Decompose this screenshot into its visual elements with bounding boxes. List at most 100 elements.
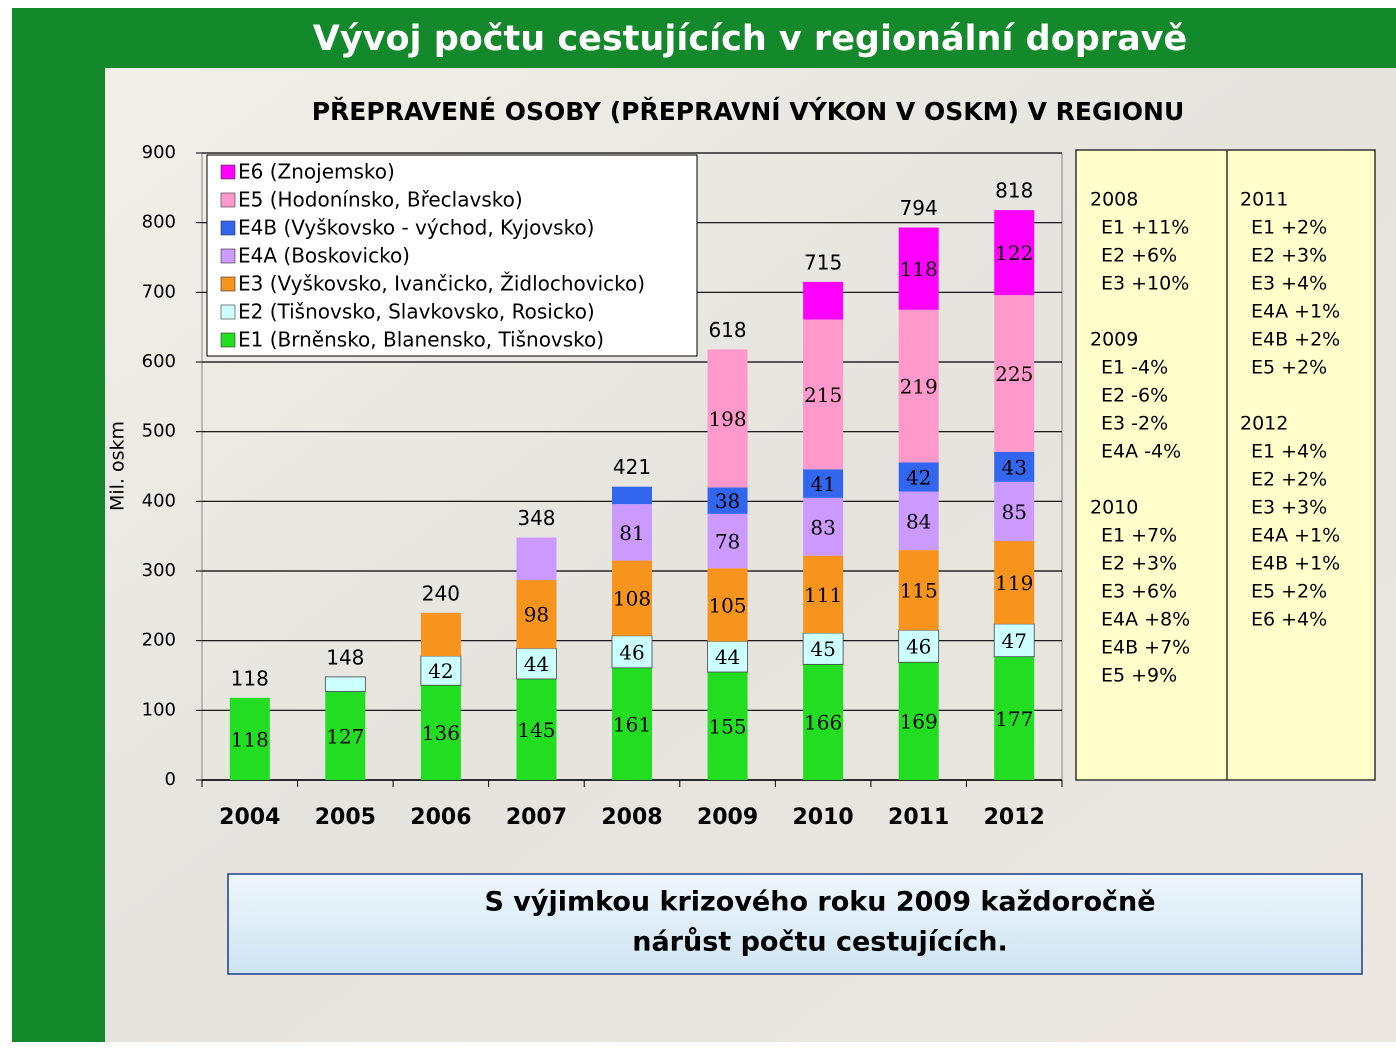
y-axis-label: Mil. oskm: [107, 421, 129, 511]
note-year: 2010: [1090, 497, 1138, 519]
legend-swatch: [221, 333, 235, 347]
x-tick-label: 2004: [219, 805, 280, 830]
total-label: 818: [995, 179, 1033, 203]
note-item: E1 +11%: [1101, 217, 1189, 239]
y-tick-label: 500: [142, 421, 176, 442]
note-item: E2 -6%: [1101, 385, 1168, 407]
note-item: E3 +4%: [1251, 273, 1327, 295]
x-tick-label: 2012: [984, 805, 1045, 830]
note-item: E4B +7%: [1101, 637, 1190, 659]
note-year: 2008: [1090, 189, 1138, 211]
legend-label: E6 (Znojemsko): [238, 160, 395, 184]
note-item: E1 +2%: [1251, 217, 1327, 239]
y-tick-label: 800: [142, 212, 176, 233]
bar-segment: [803, 282, 843, 320]
data-label: 127: [326, 724, 364, 748]
data-label: 177: [995, 707, 1033, 731]
note-item: E3 +10%: [1101, 273, 1189, 295]
total-label: 794: [900, 196, 938, 220]
data-label: 46: [619, 640, 644, 664]
data-label: 45: [810, 637, 835, 661]
data-label: 161: [613, 712, 651, 736]
x-tick-label: 2005: [315, 805, 376, 830]
bar-segment: [421, 613, 461, 656]
data-label: 84: [906, 509, 931, 533]
note-year: 2011: [1240, 189, 1288, 211]
data-label: 42: [428, 659, 453, 683]
total-label: 148: [326, 645, 364, 669]
y-tick-label: 0: [165, 769, 176, 790]
y-tick-label: 100: [142, 699, 176, 720]
note-item: E4A -4%: [1101, 441, 1181, 463]
data-label: 198: [708, 407, 746, 431]
data-label: 169: [900, 710, 938, 734]
data-label: 225: [995, 362, 1033, 386]
bar-segment: [612, 487, 652, 504]
data-label: 47: [1001, 629, 1026, 653]
chart-title: PŘEPRAVENÉ OSOBY (PŘEPRAVNÍ VÝKON V OSKM…: [312, 96, 1185, 126]
note-year: 2012: [1240, 413, 1288, 435]
note-item: E5 +9%: [1101, 665, 1177, 687]
note-item: E2 +6%: [1101, 245, 1177, 267]
data-label: 122: [995, 241, 1033, 265]
data-label: 105: [708, 593, 746, 617]
data-label: 41: [810, 472, 835, 496]
data-label: 155: [708, 715, 746, 739]
legend-swatch: [221, 193, 235, 207]
legend-label: E4B (Vyškovsko - východ, Kyjovsko): [238, 216, 594, 240]
data-label: 111: [804, 583, 842, 607]
data-label: 136: [422, 721, 460, 745]
bar-segment: [325, 677, 365, 692]
x-tick-label: 2008: [601, 805, 662, 830]
note-item: E5 +2%: [1251, 581, 1327, 603]
y-tick-label: 400: [142, 490, 176, 511]
note-item: E4B +1%: [1251, 553, 1340, 575]
data-label: 166: [804, 711, 842, 735]
note-item: E4A +1%: [1251, 525, 1340, 547]
data-label: 85: [1001, 500, 1026, 524]
data-label: 108: [613, 587, 651, 611]
x-tick-label: 2007: [506, 805, 567, 830]
note-item: E1 -4%: [1101, 357, 1168, 379]
legend-label: E5 (Hodonínsko, Břeclavsko): [238, 188, 523, 212]
total-label: 618: [708, 318, 746, 342]
data-label: 118: [231, 727, 269, 751]
data-label: 219: [900, 375, 938, 399]
x-tick-label: 2006: [410, 805, 471, 830]
note-item: E3 +6%: [1101, 581, 1177, 603]
callout-text: S výjimkou krizového roku 2009 každoročn…: [484, 887, 1155, 918]
legend-label: E2 (Tišnovsko, Slavkovsko, Rosicko): [238, 300, 595, 324]
data-label: 215: [804, 383, 842, 407]
data-label: 46: [906, 635, 931, 659]
data-label: 115: [900, 579, 938, 603]
total-label: 715: [804, 250, 842, 274]
data-label: 83: [810, 515, 835, 539]
data-label: 43: [1001, 455, 1026, 479]
y-tick-label: 300: [142, 560, 176, 581]
data-label: 78: [715, 530, 740, 554]
total-label: 118: [231, 666, 269, 690]
slide: Vývoj počtu cestujících v regionální dop…: [0, 0, 1396, 1049]
note-year: 2009: [1090, 329, 1138, 351]
total-label: 240: [422, 581, 460, 605]
legend-swatch: [221, 305, 235, 319]
y-tick-label: 700: [142, 281, 176, 302]
note-item: E3 -2%: [1101, 413, 1168, 435]
data-label: 44: [524, 652, 549, 676]
legend-swatch: [221, 277, 235, 291]
data-label: 98: [524, 603, 549, 627]
note-item: E3 +3%: [1251, 497, 1327, 519]
legend-label: E3 (Vyškovsko, Ivančicko, Židlochovicko): [238, 272, 645, 296]
note-item: E1 +4%: [1251, 441, 1327, 463]
data-label: 119: [995, 571, 1033, 595]
x-tick-label: 2010: [792, 805, 853, 830]
y-tick-label: 900: [142, 142, 176, 163]
data-label: 38: [715, 489, 740, 513]
legend-swatch: [221, 165, 235, 179]
data-label: 118: [900, 257, 938, 281]
legend-label: E4A (Boskovicko): [238, 244, 410, 268]
note-item: E2 +2%: [1251, 469, 1327, 491]
note-item: E5 +2%: [1251, 357, 1327, 379]
note-item: E2 +3%: [1101, 553, 1177, 575]
page: Vývoj počtu cestujících v regionální dop…: [0, 0, 1396, 1049]
